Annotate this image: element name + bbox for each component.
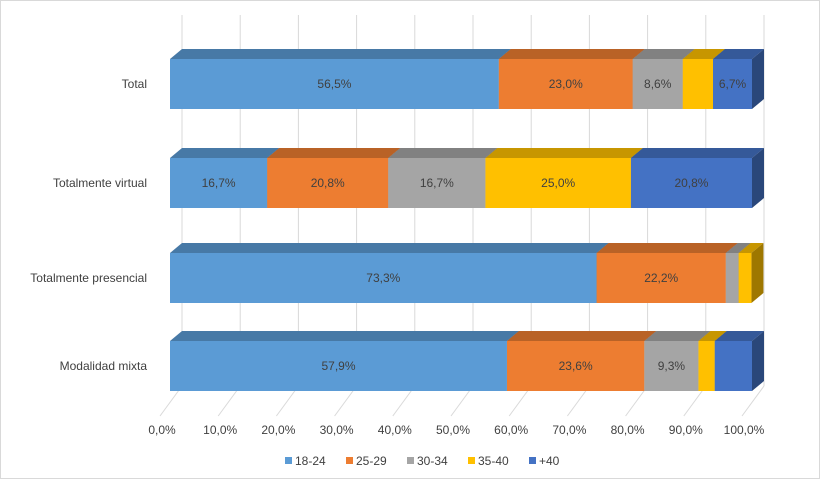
data-label: 73,3% (366, 271, 400, 285)
bar-top-+40 (630, 148, 764, 158)
bar-segment-35-40 (682, 59, 714, 109)
bar-top-+40 (713, 49, 764, 59)
bar-segment-18-24 (170, 59, 499, 109)
bar-top-30-34 (388, 148, 498, 158)
data-label: 9,3% (658, 359, 686, 373)
data-label: 23,6% (559, 359, 593, 373)
bar-top-30-34 (725, 243, 751, 253)
data-label: 20,8% (674, 176, 708, 190)
bar-top-+40 (714, 331, 764, 341)
bar-top-35-40 (698, 331, 727, 341)
x-tick-label: 80,0% (611, 423, 645, 437)
data-label: 22,2% (644, 271, 678, 285)
bar-segment-+40 (714, 341, 752, 391)
bar-top-35-40 (485, 148, 643, 158)
bar-segment-25-29 (267, 158, 389, 208)
legend-label: 25-29 (356, 454, 387, 468)
x-tick-label: 50,0% (436, 423, 470, 437)
x-tick-label: 30,0% (320, 423, 354, 437)
x-tick-label: 70,0% (552, 423, 586, 437)
bar-segment-35-40 (698, 341, 715, 391)
bar-side-35-40 (751, 243, 764, 303)
bar-top-18-24 (170, 49, 511, 59)
bar-top-25-29 (267, 148, 401, 158)
bar-segment-25-29 (506, 341, 645, 391)
category-label: Totalmente presencial (30, 271, 147, 285)
legend-swatch-30-34 (407, 457, 414, 464)
bar-segment-18-24 (170, 158, 268, 208)
legend-swatch-35-40 (468, 457, 475, 464)
legend-label: 18-24 (295, 454, 326, 468)
category-label: Total (122, 77, 147, 91)
data-label: 8,6% (644, 77, 672, 91)
x-tick-label: 90,0% (669, 423, 703, 437)
bar-top-25-29 (596, 243, 738, 253)
bar-segment-30-34 (725, 253, 739, 303)
data-label: 16,7% (202, 176, 236, 190)
x-tick-label: 0,0% (148, 423, 176, 437)
bar-segment-30-34 (644, 341, 699, 391)
legend-swatch-25-29 (346, 457, 353, 464)
legend-swatch-+40 (529, 457, 536, 464)
bar-segment-18-24 (170, 341, 507, 391)
x-tick-label: 20,0% (261, 423, 295, 437)
bar-top-35-40 (682, 49, 726, 59)
x-tick-label: 100,0% (724, 423, 765, 437)
floor-gridline (741, 385, 765, 417)
bar-segment-30-34 (388, 158, 486, 208)
bar-side-+40 (752, 331, 764, 391)
legend-label: 35-40 (478, 454, 509, 468)
legend-label: +40 (539, 454, 560, 468)
bar-segment-+40 (713, 59, 752, 109)
bar-segment-25-29 (596, 253, 726, 303)
data-label: 16,7% (420, 176, 454, 190)
legend-swatch-18-24 (285, 457, 292, 464)
bar-top-25-29 (506, 331, 657, 341)
bar-segment-30-34 (632, 59, 683, 109)
bar-top-30-34 (644, 331, 711, 341)
bar-segment-+40 (630, 158, 752, 208)
bar-top-18-24 (170, 331, 519, 341)
bar-top-18-24 (170, 148, 280, 158)
bar-top-25-29 (498, 49, 645, 59)
category-label: Modalidad mixta (60, 359, 148, 373)
data-label: 23,0% (549, 77, 583, 91)
bar-segment-35-40 (485, 158, 631, 208)
bar-top-35-40 (738, 243, 764, 253)
x-tick-label: 10,0% (203, 423, 237, 437)
data-label: 56,5% (317, 77, 351, 91)
data-label: 25,0% (541, 176, 575, 190)
bar-top-18-24 (170, 243, 609, 253)
bar-segment-35-40 (738, 253, 752, 303)
category-label: Totalmente virtual (53, 176, 147, 190)
bar-top-30-34 (632, 49, 695, 59)
x-tick-label: 40,0% (378, 423, 412, 437)
data-label: 57,9% (321, 359, 355, 373)
bar-side-+40 (752, 49, 764, 109)
legend-label: 30-34 (417, 454, 448, 468)
bar-segment-25-29 (498, 59, 633, 109)
bar-segment-18-24 (170, 253, 597, 303)
data-label: 20,8% (311, 176, 345, 190)
x-tick-label: 60,0% (494, 423, 528, 437)
bar-side-+40 (752, 148, 764, 208)
data-label: 6,7% (719, 77, 747, 91)
